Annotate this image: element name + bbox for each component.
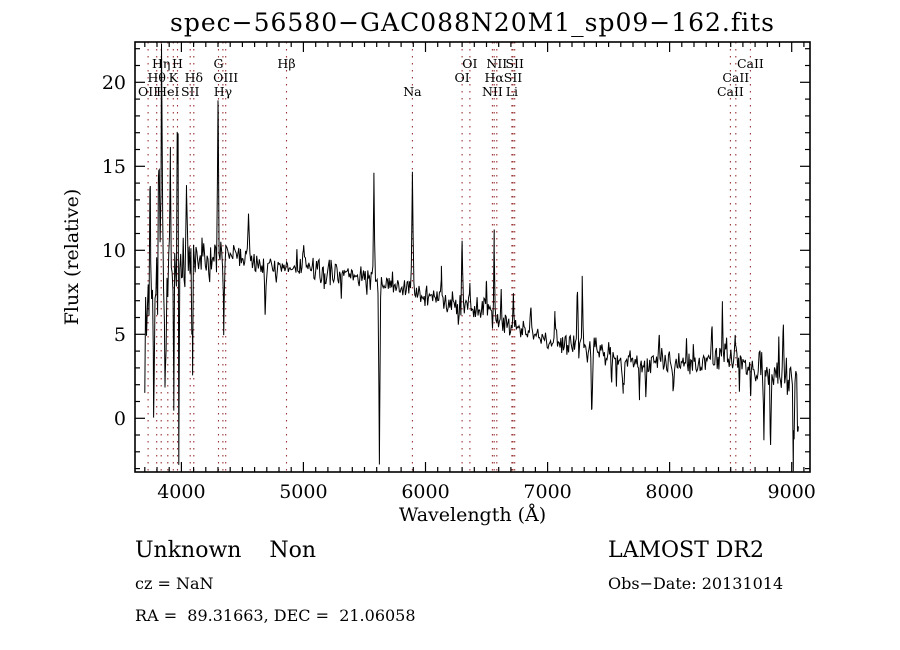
marker-label: OII <box>138 84 158 99</box>
y-tick-label: 10 <box>102 240 126 262</box>
marker-label: Li <box>506 84 518 99</box>
y-axis-label: Flux (relative) <box>61 189 83 326</box>
marker-label: G <box>214 56 224 71</box>
marker-label: Hθ <box>147 70 165 85</box>
y-tick-label: 20 <box>102 72 126 94</box>
marker-label: CaII <box>722 70 749 85</box>
plot-title: spec−56580−GAC088N20M1_sp09−162.fits <box>170 8 775 37</box>
spectrum-trace <box>144 43 799 472</box>
marker-label: Hα <box>485 70 505 85</box>
x-tick-label: 5000 <box>279 481 327 503</box>
x-tick-label: 8000 <box>645 481 693 503</box>
marker-label: OIII <box>213 70 238 85</box>
x-axis-label: Wavelength (Å) <box>399 504 546 526</box>
obs-date-text: Obs−Date: 20131014 <box>608 574 784 593</box>
marker-label: Hδ <box>185 70 203 85</box>
x-tick-label: 6000 <box>401 481 449 503</box>
survey-release-text: LAMOST DR2 <box>608 538 764 563</box>
classification-text: Unknown Non <box>135 538 317 563</box>
marker-label: Hγ <box>214 84 232 99</box>
x-tick-label: 9000 <box>768 481 816 503</box>
ra-dec-text: RA = 89.31663, DEC = 21.06058 <box>135 606 416 625</box>
y-tick-label: 0 <box>114 408 126 430</box>
x-tick-label: 7000 <box>523 481 571 503</box>
marker-label: SII <box>504 70 523 85</box>
marker-label: CaII <box>737 56 764 71</box>
cz-value-text: cz = NaN <box>135 574 214 593</box>
marker-label: NII <box>486 56 507 71</box>
marker-label: Hβ <box>277 56 295 71</box>
marker-label: NII <box>482 84 503 99</box>
marker-label: OI <box>455 70 470 85</box>
x-tick-label: 4000 <box>157 481 205 503</box>
marker-label: CaII <box>717 84 744 99</box>
marker-label: K <box>169 70 179 85</box>
marker-label: SII <box>505 56 524 71</box>
y-tick-label: 15 <box>102 156 126 178</box>
marker-label: Hη <box>152 56 170 71</box>
marker-label: Na <box>403 84 422 99</box>
marker-label: OI <box>462 56 477 71</box>
marker-label: SII <box>181 84 200 99</box>
marker-label: HeI <box>156 84 179 99</box>
marker-label: H <box>172 56 183 71</box>
plot-frame <box>134 41 811 473</box>
y-tick-label: 5 <box>114 324 126 346</box>
